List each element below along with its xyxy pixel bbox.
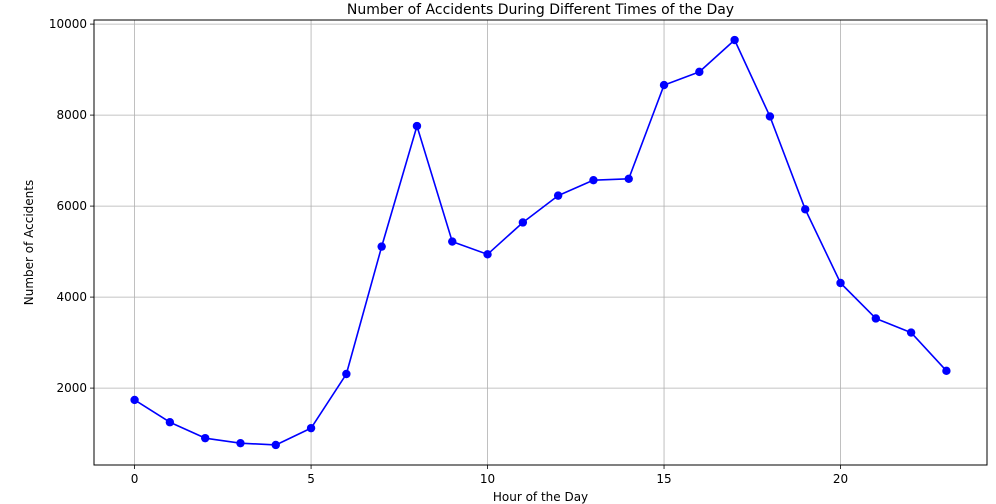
x-tick-label: 5 — [307, 472, 315, 486]
y-tick-label: 2000 — [56, 381, 87, 395]
x-tick-label: 20 — [833, 472, 848, 486]
data-point — [730, 35, 739, 45]
data-point — [589, 175, 598, 185]
plot-frame — [93, 19, 988, 466]
data-point — [659, 80, 669, 90]
grid-lines — [94, 20, 987, 465]
y-tick-label: 10000 — [49, 17, 87, 31]
data-point — [518, 218, 528, 227]
y-tick-label: 4000 — [56, 290, 87, 304]
data-point — [165, 418, 175, 427]
x-tick-label: 10 — [480, 472, 495, 486]
x-tick-label: 15 — [656, 472, 671, 486]
series-line — [134, 39, 947, 446]
data-point — [271, 440, 280, 450]
data-point — [942, 366, 951, 376]
data-point — [553, 191, 563, 200]
data-point — [448, 237, 457, 246]
data-point — [342, 369, 351, 379]
axis-ticks: 0 5 10 15 20 2000 4000 6000 8000 10000 — [49, 17, 848, 486]
data-point — [412, 121, 422, 131]
data-point — [871, 314, 881, 323]
data-point — [306, 423, 316, 433]
data-point — [377, 242, 386, 251]
data-point — [906, 328, 916, 337]
data-point — [765, 112, 775, 121]
series-line-group — [134, 39, 947, 446]
x-tick-label: 0 — [131, 472, 139, 486]
data-point — [236, 438, 245, 448]
y-tick-label: 6000 — [56, 199, 87, 213]
y-tick-label: 8000 — [56, 108, 87, 122]
data-point — [695, 67, 704, 77]
x-axis-label: Hour of the Day — [493, 490, 588, 504]
y-axis-label: Number of Accidents — [22, 180, 36, 306]
data-point — [130, 395, 139, 405]
data-point — [483, 250, 492, 259]
data-point — [836, 278, 845, 288]
data-point — [801, 205, 810, 214]
data-point — [200, 433, 210, 443]
data-point — [624, 174, 633, 183]
data-points — [130, 35, 951, 450]
chart-title: Number of Accidents During Different Tim… — [347, 2, 734, 18]
